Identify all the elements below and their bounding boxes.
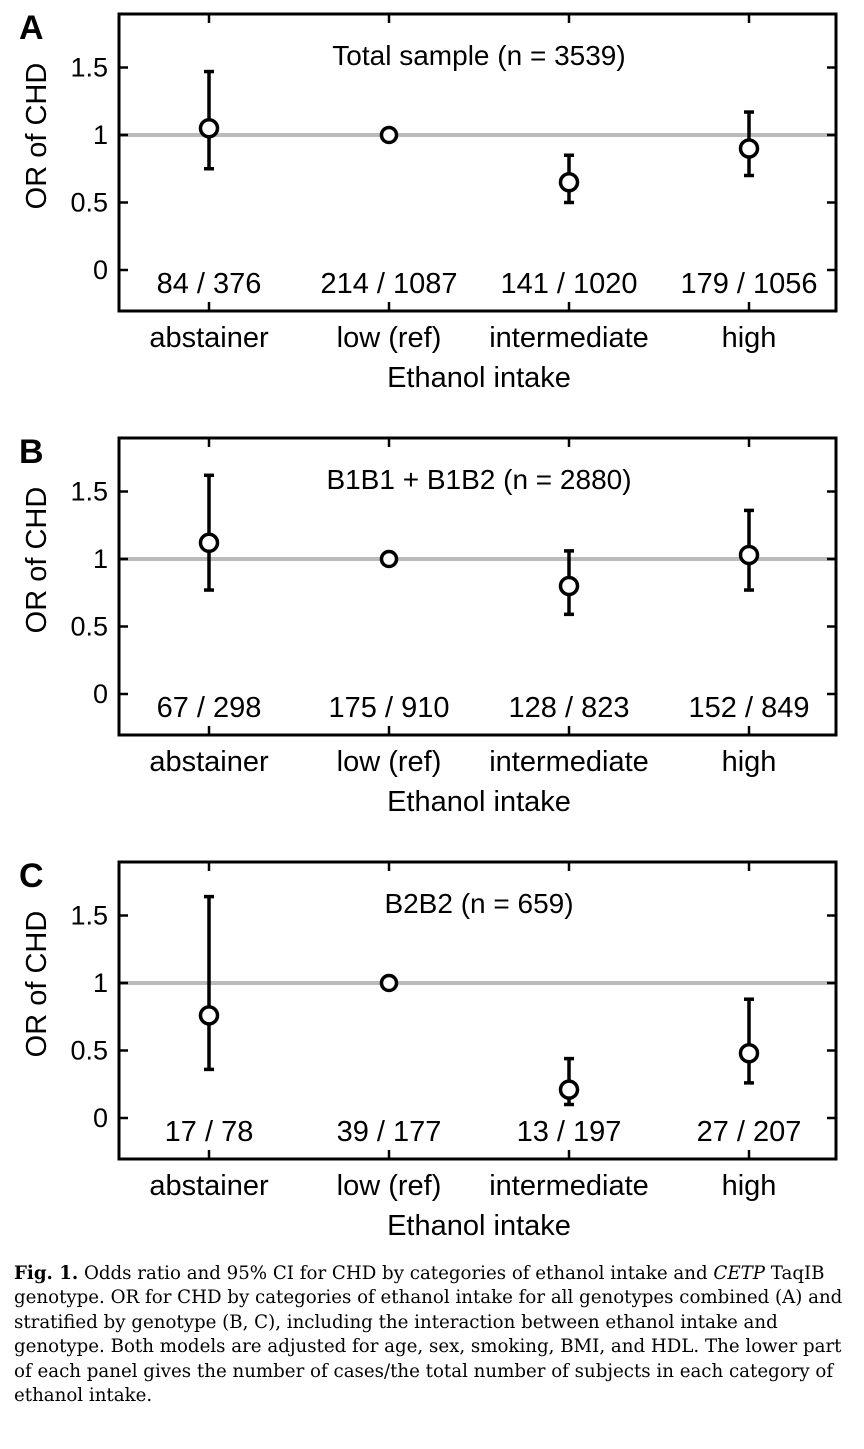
panel-b: B 0 0.5 1 1.5 OR of CHD B1B1 + B1B2 (n = 2880)…: [19, 433, 838, 818]
or-point: [738, 544, 760, 566]
or-point: [738, 138, 760, 159]
caption-text-start: Odds ratio and 95% CI for CHD by categor…: [78, 1263, 714, 1284]
x-axis-label: Ethanol intake: [387, 1210, 571, 1242]
caption-label: Fig. 1.: [14, 1263, 79, 1284]
x-tick-label: abstainer: [149, 1170, 269, 1202]
y-tick-label: 0.5: [70, 612, 108, 642]
y-axis-label: OR of CHD: [21, 63, 53, 210]
x-tick-label: intermediate: [489, 1170, 649, 1202]
axes-frame: [117, 12, 838, 313]
or-point: [558, 172, 580, 193]
axes-frame: [117, 436, 838, 737]
count-label: 13 / 197: [517, 1116, 622, 1148]
figure-caption: Fig. 1. Odds ratio and 95% CI for CHD by…: [14, 1262, 856, 1408]
x-tick-label: low (ref): [337, 322, 442, 354]
count-label: 27 / 207: [697, 1116, 802, 1148]
y-tick-label: 0.5: [70, 188, 108, 218]
panel-label: A: [19, 9, 44, 47]
panel-a: A 0 0.5 1 1.5 OR of CHD Total sample (n = 3539…: [19, 9, 838, 394]
or-point: [738, 1042, 760, 1064]
count-label: 39 / 177: [337, 1116, 442, 1148]
caption-text-end: TaqIB genotype. OR for CHD by categories…: [14, 1263, 843, 1407]
x-tick-label: high: [722, 1170, 777, 1202]
count-label: 128 / 823: [509, 692, 630, 724]
or-point: [198, 532, 220, 554]
count-label: 152 / 849: [689, 692, 810, 724]
y-tick-label: 0: [93, 1103, 108, 1133]
count-label: 141 / 1020: [500, 268, 637, 300]
y-tick-label: 1.5: [70, 901, 108, 931]
y-tick-label: 0: [93, 679, 108, 709]
or-point: [379, 973, 399, 993]
count-label: 17 / 78: [165, 1116, 254, 1148]
y-tick-label: 1: [93, 544, 108, 574]
panel-c: C 0 0.5 1 1.5 OR of CHD B2B2 (n = 659) abstaine…: [19, 857, 838, 1242]
panel-title: B2B2 (n = 659): [384, 888, 573, 919]
panel-label: B: [19, 433, 44, 471]
x-axis-label: Ethanol intake: [387, 786, 571, 818]
or-point: [558, 1079, 580, 1100]
x-axis-label: Ethanol intake: [387, 362, 571, 394]
y-axis-label: OR of CHD: [21, 911, 53, 1058]
y-tick-label: 1: [93, 120, 108, 150]
caption-gene: CETP: [713, 1263, 765, 1284]
y-tick-label: 1: [93, 968, 108, 998]
y-tick-label: 0.5: [70, 1036, 108, 1066]
count-label: 214 / 1087: [320, 268, 457, 300]
y-tick-label: 1.5: [70, 477, 108, 507]
x-tick-label: intermediate: [489, 322, 649, 354]
panel-label: C: [19, 857, 44, 895]
x-tick-label: abstainer: [149, 322, 269, 354]
panel-title: B1B1 + B1B2 (n = 2880): [326, 464, 631, 495]
count-label: 67 / 298: [157, 692, 262, 724]
axes-frame: [117, 860, 838, 1161]
x-tick-label: abstainer: [149, 746, 269, 778]
count-label: 84 / 376: [157, 268, 262, 300]
x-tick-label: low (ref): [337, 1170, 442, 1202]
or-point: [379, 549, 399, 569]
or-point: [198, 118, 220, 139]
or-point: [198, 1005, 220, 1026]
x-tick-label: high: [722, 746, 777, 778]
count-label: 179 / 1056: [680, 268, 817, 300]
or-point: [558, 575, 580, 597]
count-label: 175 / 910: [329, 692, 450, 724]
x-tick-label: intermediate: [489, 746, 649, 778]
y-tick-label: 1.5: [70, 53, 108, 83]
or-point: [379, 125, 399, 145]
panel-title: Total sample (n = 3539): [332, 40, 625, 71]
x-tick-label: high: [722, 322, 777, 354]
y-tick-label: 0: [93, 255, 108, 285]
x-tick-label: low (ref): [337, 746, 442, 778]
y-axis-label: OR of CHD: [21, 487, 53, 634]
